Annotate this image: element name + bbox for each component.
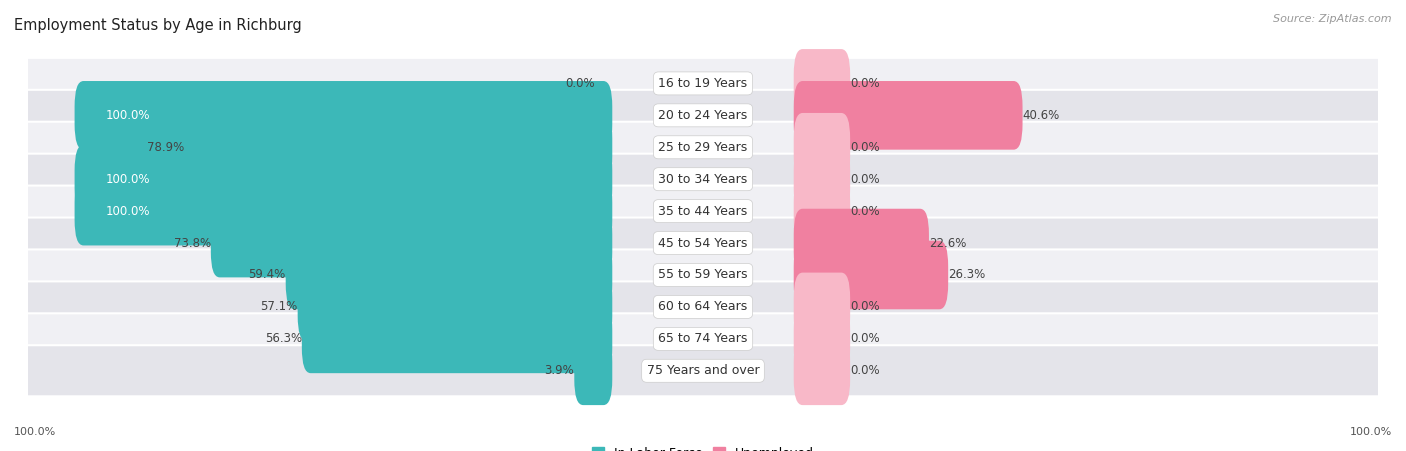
Text: 26.3%: 26.3% <box>948 268 986 281</box>
FancyBboxPatch shape <box>0 58 1406 109</box>
FancyBboxPatch shape <box>0 186 1406 237</box>
Text: 35 to 44 Years: 35 to 44 Years <box>658 205 748 218</box>
Text: 78.9%: 78.9% <box>148 141 184 154</box>
FancyBboxPatch shape <box>794 49 851 118</box>
FancyBboxPatch shape <box>794 336 851 405</box>
Text: 57.1%: 57.1% <box>260 300 298 313</box>
FancyBboxPatch shape <box>0 154 1406 205</box>
Text: 100.0%: 100.0% <box>105 205 150 218</box>
Text: 0.0%: 0.0% <box>851 205 880 218</box>
FancyBboxPatch shape <box>0 281 1406 332</box>
Text: 40.6%: 40.6% <box>1022 109 1060 122</box>
FancyBboxPatch shape <box>0 122 1406 173</box>
FancyBboxPatch shape <box>794 209 929 277</box>
FancyBboxPatch shape <box>794 113 851 182</box>
Text: 16 to 19 Years: 16 to 19 Years <box>658 77 748 90</box>
Text: 100.0%: 100.0% <box>1350 428 1392 437</box>
Text: 0.0%: 0.0% <box>851 141 880 154</box>
Text: 0.0%: 0.0% <box>851 77 880 90</box>
FancyBboxPatch shape <box>302 304 612 373</box>
FancyBboxPatch shape <box>0 249 1406 300</box>
Text: 100.0%: 100.0% <box>14 428 56 437</box>
FancyBboxPatch shape <box>574 336 612 405</box>
Legend: In Labor Force, Unemployed: In Labor Force, Unemployed <box>586 442 820 451</box>
FancyBboxPatch shape <box>211 209 612 277</box>
FancyBboxPatch shape <box>0 345 1406 396</box>
Text: 0.0%: 0.0% <box>565 77 595 90</box>
Text: 0.0%: 0.0% <box>851 173 880 186</box>
Text: 55 to 59 Years: 55 to 59 Years <box>658 268 748 281</box>
FancyBboxPatch shape <box>794 304 851 373</box>
FancyBboxPatch shape <box>75 81 612 150</box>
Text: 30 to 34 Years: 30 to 34 Years <box>658 173 748 186</box>
Text: Employment Status by Age in Richburg: Employment Status by Age in Richburg <box>14 18 302 33</box>
Text: 22.6%: 22.6% <box>929 237 966 249</box>
FancyBboxPatch shape <box>0 90 1406 141</box>
Text: 56.3%: 56.3% <box>264 332 302 345</box>
Text: 25 to 29 Years: 25 to 29 Years <box>658 141 748 154</box>
Text: 65 to 74 Years: 65 to 74 Years <box>658 332 748 345</box>
Text: 0.0%: 0.0% <box>851 300 880 313</box>
FancyBboxPatch shape <box>75 177 612 245</box>
Text: 0.0%: 0.0% <box>851 332 880 345</box>
Text: 75 Years and over: 75 Years and over <box>647 364 759 377</box>
Text: 59.4%: 59.4% <box>249 268 285 281</box>
FancyBboxPatch shape <box>794 145 851 213</box>
Text: 60 to 64 Years: 60 to 64 Years <box>658 300 748 313</box>
Text: 45 to 54 Years: 45 to 54 Years <box>658 237 748 249</box>
Text: 3.9%: 3.9% <box>544 364 574 377</box>
FancyBboxPatch shape <box>0 217 1406 269</box>
FancyBboxPatch shape <box>794 81 1022 150</box>
FancyBboxPatch shape <box>285 241 612 309</box>
Text: 100.0%: 100.0% <box>105 173 150 186</box>
Text: 20 to 24 Years: 20 to 24 Years <box>658 109 748 122</box>
FancyBboxPatch shape <box>298 272 612 341</box>
FancyBboxPatch shape <box>0 313 1406 364</box>
FancyBboxPatch shape <box>794 272 851 341</box>
Text: Source: ZipAtlas.com: Source: ZipAtlas.com <box>1274 14 1392 23</box>
FancyBboxPatch shape <box>75 145 612 213</box>
FancyBboxPatch shape <box>794 241 948 309</box>
Text: 0.0%: 0.0% <box>851 364 880 377</box>
FancyBboxPatch shape <box>794 177 851 245</box>
Text: 73.8%: 73.8% <box>174 237 211 249</box>
Text: 100.0%: 100.0% <box>105 109 150 122</box>
FancyBboxPatch shape <box>184 113 612 182</box>
